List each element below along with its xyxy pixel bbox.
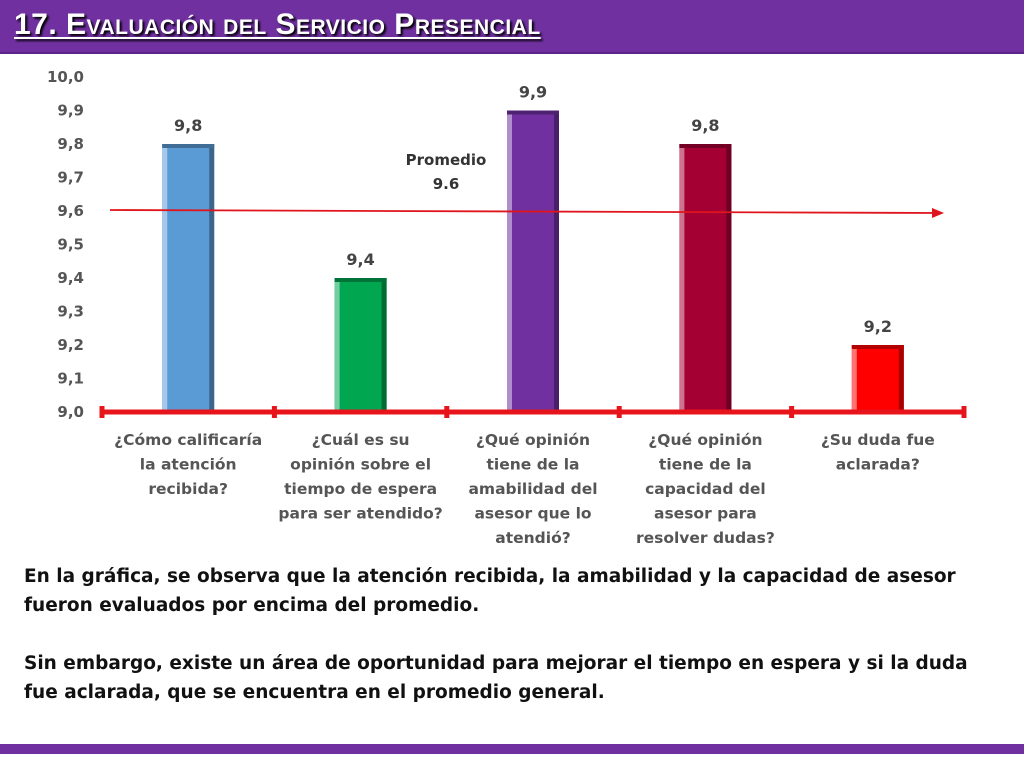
data-label: 9,8 (174, 116, 202, 135)
bar (334, 278, 387, 412)
bar-top-edge (507, 110, 559, 115)
x-category-label: tiene de la (487, 456, 580, 474)
average-label-line1: Promedio (406, 151, 487, 169)
bar-body (679, 144, 732, 412)
footer-bar (0, 744, 1024, 754)
y-tick-label: 9,5 (57, 236, 84, 254)
x-category-label: asesor que lo (474, 505, 591, 523)
y-tick-label: 9,0 (57, 403, 84, 421)
x-category-label: recibida? (148, 480, 228, 498)
page-title: 17. Evaluación del Servicio Presencial (14, 8, 541, 41)
average-line-group: Promedio 9.6 (109, 151, 944, 218)
bar-shade-right (209, 144, 215, 412)
average-label-value: 9.6 (433, 175, 460, 193)
x-category-label: ¿Cómo calificaría (114, 431, 262, 449)
y-axis-ticks: 9,0 9,1 9,2 9,3 9,4 9,5 9,6 9,7 9,8 9,9 10,0 (47, 68, 84, 421)
data-label: 9,2 (864, 317, 892, 336)
x-category-label: asesor para (654, 505, 757, 523)
x-category-label: ¿Qué opinión (476, 431, 590, 449)
y-tick-label: 10,0 (47, 68, 84, 86)
y-tick-label: 9,3 (57, 303, 84, 321)
bar-highlight-left (851, 345, 857, 412)
bar-highlight-left (507, 110, 512, 412)
summary-paragraph-2: Sin embargo, existe un área de oportunid… (24, 653, 968, 703)
bar-highlight-left (334, 278, 340, 412)
bar-body (162, 144, 215, 412)
data-label: 9,8 (691, 116, 719, 135)
x-category-label: ¿Qué opinión (648, 431, 762, 449)
bar-top-edge (162, 144, 215, 148)
bar-body (851, 345, 904, 412)
x-axis-ticks (99, 406, 967, 418)
header-bar: 17. Evaluación del Servicio Presencial (0, 0, 1024, 54)
x-category-label: para ser atendido? (278, 505, 442, 523)
y-tick-label: 9,8 (57, 135, 84, 153)
y-tick-label: 9,2 (57, 336, 84, 354)
y-tick-label: 9,7 (57, 169, 84, 187)
x-axis-categories: ¿Cómo calificaría la atención recibida? ¿Cu… (114, 431, 935, 547)
data-label: 9,4 (346, 250, 374, 269)
x-category-label: opinión sobre el (290, 456, 431, 474)
x-category-label: ¿Su duda fue (821, 431, 935, 449)
bars (162, 110, 904, 412)
bar-shade-right (726, 144, 732, 412)
bar-top-edge (334, 278, 387, 282)
bar-chart: 9,0 9,1 9,2 9,3 9,4 9,5 9,6 9,7 9,8 9,9 10,0 Prome… (47, 68, 967, 547)
data-label: 9,9 (519, 83, 547, 102)
y-tick-label: 9,1 (57, 370, 84, 388)
bar-body (334, 278, 387, 412)
x-category-label: la atención (140, 456, 237, 474)
x-category-label: tiene de la (659, 456, 752, 474)
x-category-label: ¿Cuál es su (312, 431, 410, 449)
bar-shade-right (381, 278, 387, 412)
bar-highlight-left (679, 144, 685, 412)
bar-shade-right (898, 345, 904, 412)
bar-top-edge (851, 345, 904, 349)
bar-highlight-left (162, 144, 168, 412)
x-category-label: capacidad del (645, 480, 766, 498)
x-category-label: resolver dudas? (636, 529, 775, 547)
data-labels: 9,8 9,4 9,9 9,8 9,2 (174, 83, 892, 337)
bar-top-edge (679, 144, 732, 148)
y-tick-label: 9,4 (57, 269, 84, 287)
x-category-label: atendió? (495, 529, 570, 547)
bar (162, 144, 215, 412)
x-category-label: tiempo de espera (284, 480, 437, 498)
average-line (109, 207, 944, 218)
x-category-label: amabilidad del (468, 480, 597, 498)
bar (507, 110, 559, 412)
bar-shade-right (554, 110, 559, 412)
x-category-label: aclarada? (836, 456, 920, 474)
y-tick-label: 9,6 (57, 202, 84, 220)
bar (851, 345, 904, 412)
y-tick-label: 9,9 (57, 102, 84, 120)
summary-text: En la gráfica, se observa que la atenció… (24, 562, 999, 736)
summary-paragraph-1: En la gráfica, se observa que la atenció… (24, 566, 956, 616)
bar-body (507, 110, 559, 412)
bar (679, 144, 732, 412)
